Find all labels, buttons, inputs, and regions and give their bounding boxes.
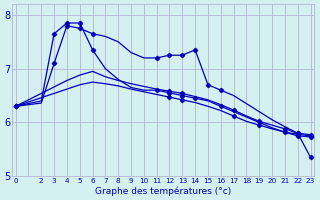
X-axis label: Graphe des températures (°c): Graphe des températures (°c) (95, 186, 231, 196)
